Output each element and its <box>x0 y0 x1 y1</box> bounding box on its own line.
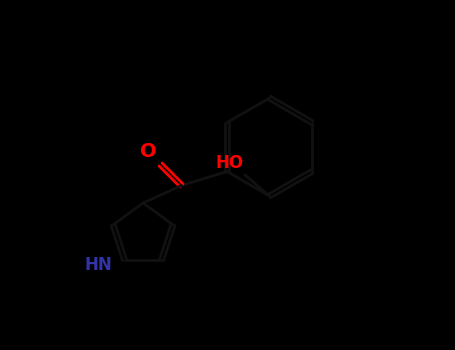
Text: HN: HN <box>85 256 112 274</box>
Text: O: O <box>141 142 157 161</box>
Text: HO: HO <box>215 154 243 172</box>
